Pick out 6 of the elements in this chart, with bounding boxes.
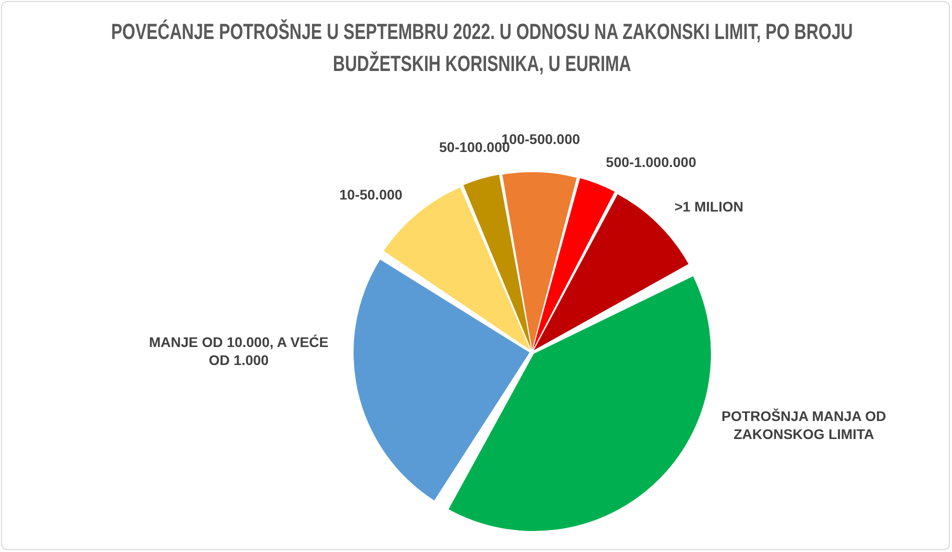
slice-label: MANJE OD 10.000, A VEĆE OD 1.000 <box>149 334 328 368</box>
slice-label: 500-1.000.000 <box>606 154 696 170</box>
slice-label: >1 MILION <box>674 198 744 214</box>
slice-label: POTROŠNJA MANJA OD ZAKONSKOG LIMITA <box>721 408 886 442</box>
chart-title: POVEĆANJE POTROŠNJE U SEPTEMBRU 2022. U ODNOSU NA ZAKONSKI LIMIT, PO BROJU BUDŽETSKIH KORISNIKA, U EURIMA <box>110 18 854 78</box>
slice-label: 10-50.000 <box>339 186 403 203</box>
